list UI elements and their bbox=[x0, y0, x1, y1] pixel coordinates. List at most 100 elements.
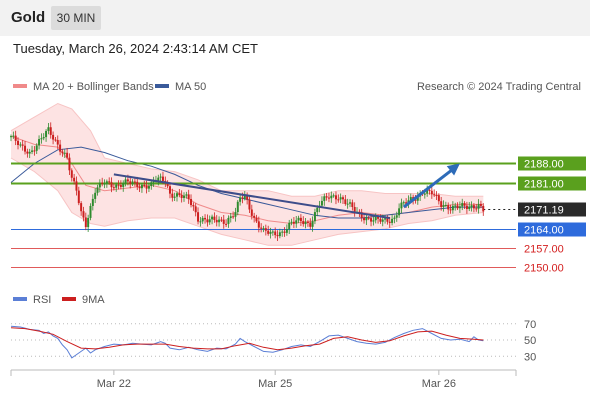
credit-text: Research © 2024 Trading Central bbox=[417, 81, 581, 93]
candle-body bbox=[110, 182, 113, 188]
candle-body bbox=[40, 138, 43, 140]
candle-body bbox=[400, 202, 403, 209]
candle-body bbox=[175, 193, 178, 197]
trendline bbox=[113, 173, 390, 219]
candle-body bbox=[320, 200, 323, 206]
candle-body bbox=[75, 181, 78, 191]
candle-body bbox=[56, 140, 59, 145]
candle-body bbox=[444, 205, 447, 207]
candle-body bbox=[24, 145, 27, 152]
candle-body bbox=[260, 227, 263, 229]
candle-body bbox=[131, 181, 134, 184]
level-label-2181.00: 2181.00 bbox=[524, 179, 564, 191]
candle-body bbox=[211, 216, 214, 220]
candle-body bbox=[278, 232, 281, 237]
candle-body bbox=[250, 209, 253, 216]
candle-body bbox=[190, 198, 193, 206]
chart-datetime: Tuesday, March 26, 2024 2:43:14 AM CET bbox=[13, 41, 258, 56]
candle-body bbox=[218, 219, 221, 223]
candle-body bbox=[243, 194, 246, 199]
candle-body bbox=[84, 217, 87, 228]
ma50-legend-swatch bbox=[155, 84, 169, 88]
x-axis-ticks: Mar 22 Mar 25 Mar 26 bbox=[97, 370, 456, 390]
forecast-arrow-shaft bbox=[402, 167, 455, 209]
candle-body bbox=[152, 181, 155, 183]
candle-body bbox=[323, 196, 326, 201]
candle-body bbox=[402, 202, 405, 204]
candle-body bbox=[147, 186, 150, 189]
price-level-labels: 2188.00 2181.00 2171.19 2164.00 2157.00 2150.… bbox=[518, 156, 586, 275]
candle-body bbox=[220, 219, 223, 221]
candle-body bbox=[225, 223, 228, 225]
candle-body bbox=[194, 206, 197, 213]
bb-legend-label: MA 20 + Bollinger Bands bbox=[33, 81, 154, 93]
candle-body bbox=[465, 205, 468, 210]
candle-body bbox=[77, 190, 80, 204]
candle-body bbox=[449, 209, 452, 211]
rsi-ma-legend-swatch bbox=[62, 297, 76, 301]
candle-body bbox=[183, 195, 186, 198]
candle-body bbox=[269, 231, 272, 234]
x-tick-label: Mar 26 bbox=[422, 378, 456, 390]
candle-body bbox=[430, 190, 433, 195]
candle-body bbox=[344, 199, 347, 204]
candle-body bbox=[341, 197, 344, 200]
candle-body bbox=[325, 196, 328, 198]
candle-body bbox=[440, 201, 443, 207]
candle-body bbox=[73, 177, 76, 182]
candle-body bbox=[253, 215, 256, 218]
candle-body bbox=[283, 231, 286, 233]
level-tag-2171.19 bbox=[518, 202, 586, 217]
candle-body bbox=[437, 195, 440, 202]
candle-body bbox=[89, 205, 92, 218]
candle-body bbox=[33, 150, 36, 152]
candle-body bbox=[386, 218, 389, 222]
candle-body bbox=[384, 218, 387, 220]
candle-body bbox=[192, 205, 195, 207]
timeframe-badge[interactable]: 30 MIN bbox=[51, 6, 101, 30]
candle-body bbox=[346, 203, 349, 205]
candle-body bbox=[332, 195, 335, 197]
candle-body bbox=[416, 196, 419, 201]
candle-body bbox=[82, 211, 85, 218]
candle-body bbox=[372, 220, 375, 222]
candle-body bbox=[143, 184, 146, 186]
rsi-legend-label: RSI bbox=[33, 294, 51, 306]
candle-body bbox=[337, 199, 340, 201]
candle-body bbox=[360, 212, 363, 218]
candle-body bbox=[197, 212, 200, 222]
candle-body bbox=[482, 205, 485, 212]
candle-body bbox=[257, 221, 260, 228]
level-label-2157.00: 2157.00 bbox=[524, 244, 564, 256]
candle-body bbox=[379, 218, 382, 222]
level-tag-2181.00 bbox=[518, 176, 586, 191]
rsi-line bbox=[10, 325, 484, 359]
candle-body bbox=[304, 221, 307, 225]
candle-body bbox=[150, 182, 153, 187]
candle-body bbox=[59, 144, 62, 152]
candle-body bbox=[297, 217, 300, 221]
candle-body bbox=[271, 231, 274, 233]
rsi-panel: 70 50 30 bbox=[10, 319, 536, 363]
candle-body bbox=[12, 135, 15, 137]
candle-body bbox=[461, 203, 464, 207]
candle-body bbox=[208, 219, 211, 223]
candle-body bbox=[267, 230, 270, 234]
candle-body bbox=[241, 197, 244, 199]
candle-body bbox=[115, 184, 118, 188]
candle-body bbox=[140, 184, 143, 189]
candle-body bbox=[428, 189, 431, 191]
candle-body bbox=[112, 187, 115, 189]
candle-body bbox=[302, 221, 305, 225]
rsi-ma-line bbox=[10, 327, 484, 351]
candle-body bbox=[229, 216, 232, 218]
candle-body bbox=[61, 151, 64, 154]
candle-body bbox=[166, 182, 169, 187]
rsi-ma-legend-label: 9MA bbox=[82, 294, 105, 306]
candle-body bbox=[388, 221, 391, 223]
candle-body bbox=[248, 199, 251, 210]
candle-body bbox=[133, 181, 136, 183]
candle-body bbox=[433, 194, 436, 196]
bollinger-bands bbox=[10, 102, 484, 246]
